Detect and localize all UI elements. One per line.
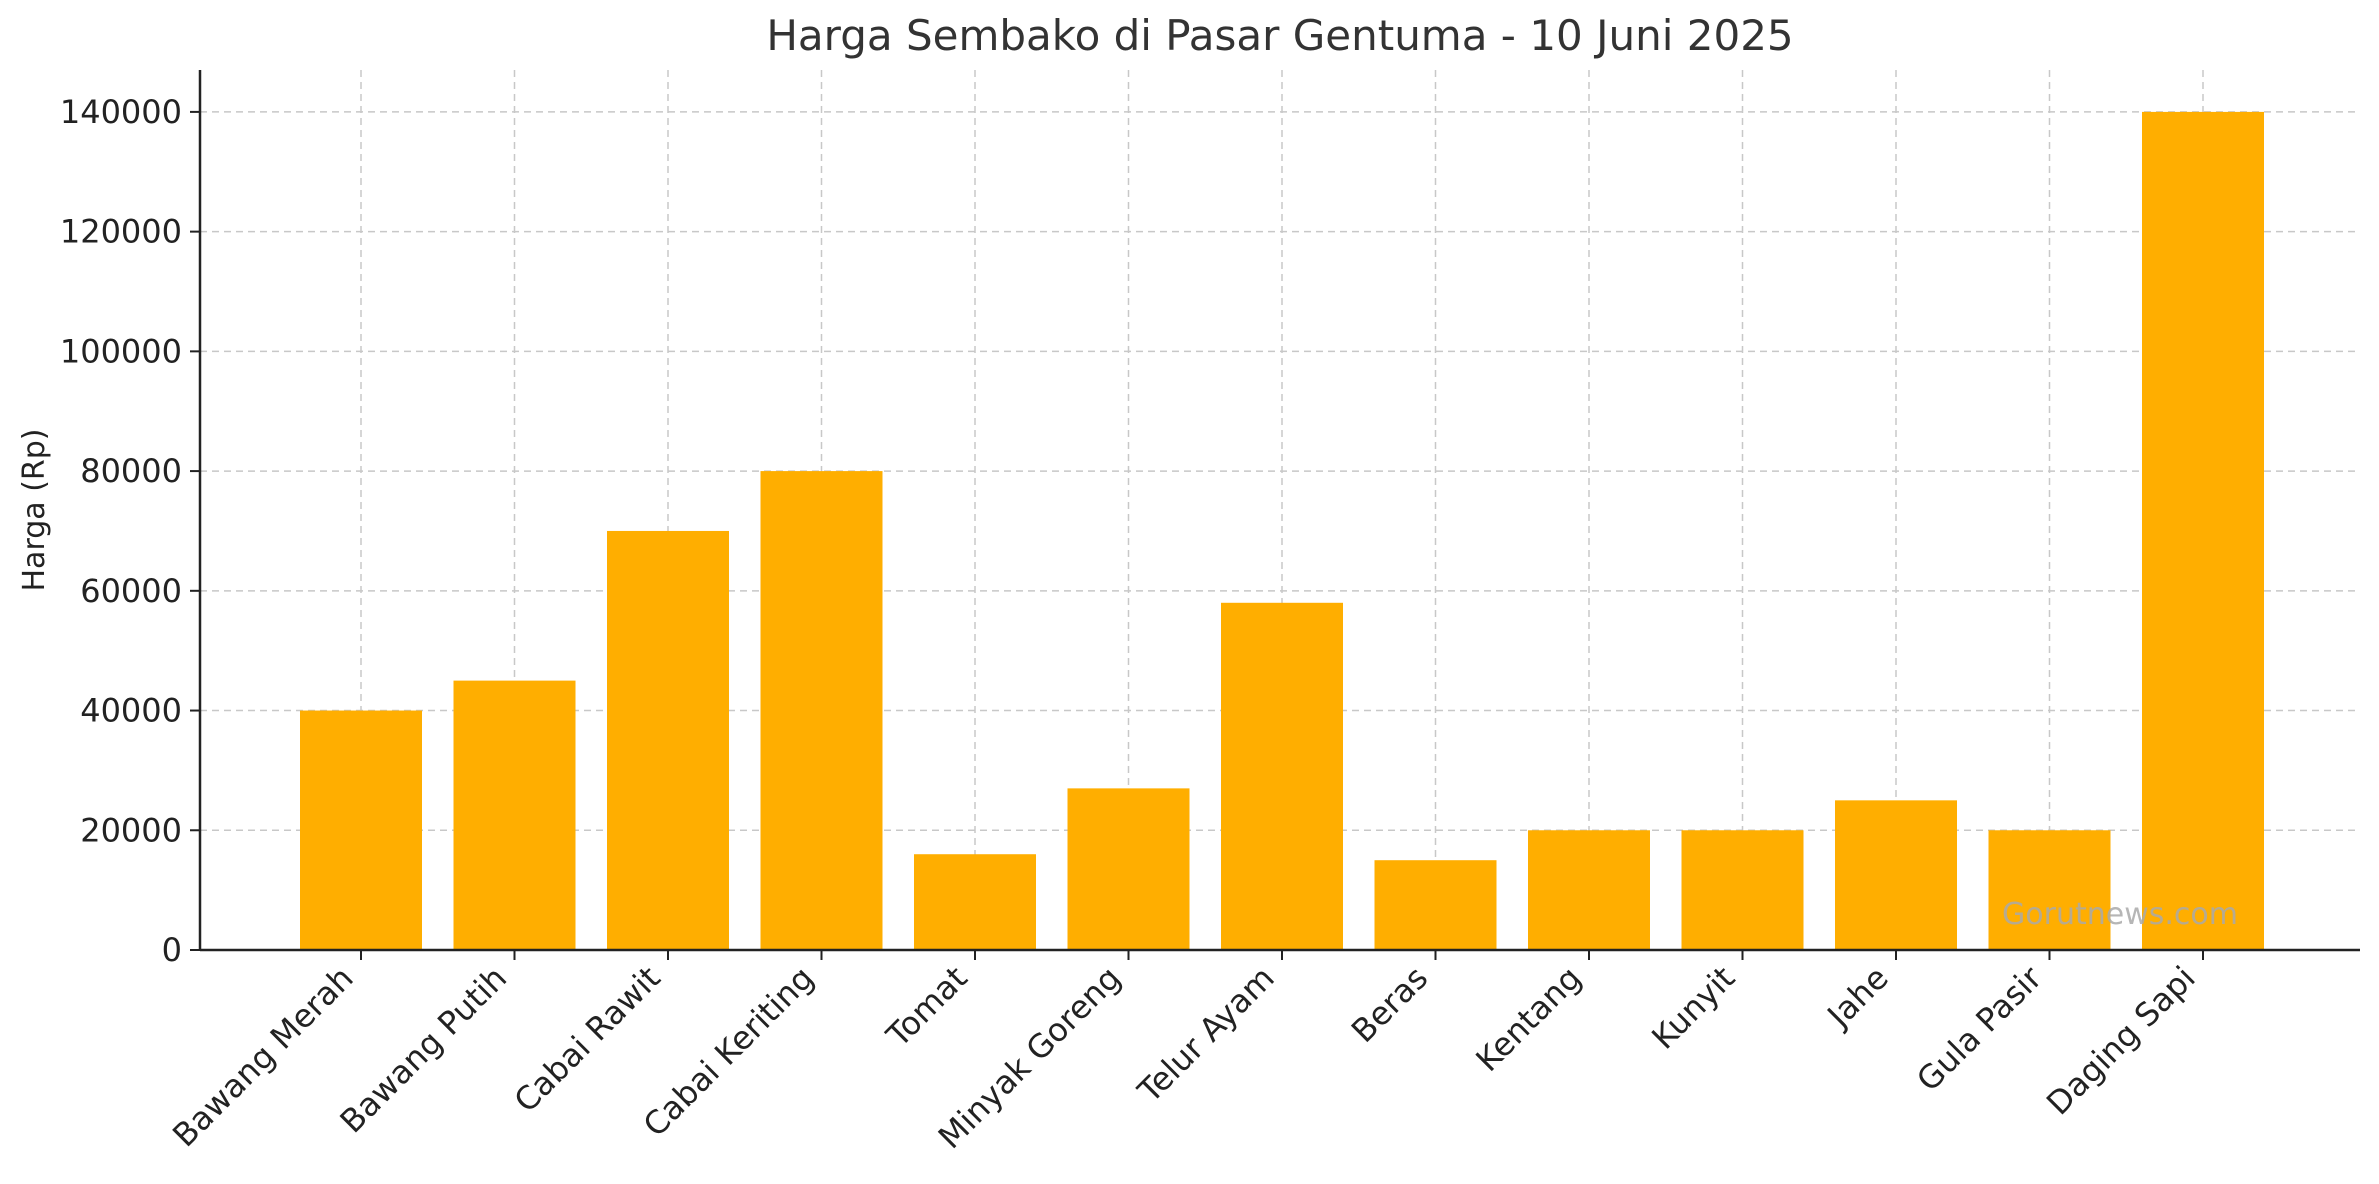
y-tick-label: 100000 [60,332,182,370]
bar [1221,602,1343,950]
y-tick-label: 60000 [80,572,182,610]
bar [1681,830,1804,950]
y-tick-label: 140000 [60,93,182,131]
chart-title: Harga Sembako di Pasar Gentuma - 10 Juni… [766,11,1793,60]
bar [1988,830,2111,950]
y-tick-label: 0 [162,931,182,969]
x-tick-label: Daging Sapi [2039,959,2203,1123]
bar [1067,788,1190,950]
y-tick-label: 120000 [60,213,182,251]
x-tick-label: Gula Pasir [1909,958,2050,1099]
x-tick-label: Jahe [1819,959,1896,1036]
bar [914,854,1036,950]
x-tick-label: Telur Ayam [1130,959,1282,1111]
watermark: Gorutnews.com [2002,897,2238,932]
y-tick-label: 20000 [80,811,182,849]
x-tick-label: Cabai Rawit [507,959,668,1120]
y-tick-label: 40000 [80,692,182,730]
bar [1528,830,1650,950]
x-tick-label: Kentang [1468,959,1588,1079]
x-tick-label: Beras [1344,959,1435,1050]
bar [2142,111,2264,950]
y-tick-label: 80000 [80,452,182,490]
bar [1835,800,1957,950]
bar [1374,860,1497,950]
y-axis-label: Harga (Rp) [17,428,52,591]
y-tick-labels: 0 20000 40000 60000 80000 100000 120000 140000 [60,93,182,969]
bar [453,680,576,950]
x-tick-label: Tomat [878,959,974,1055]
bars [300,111,2264,950]
bar [300,710,422,950]
axes [190,70,2360,960]
x-tick-label: Kunyit [1644,959,1742,1057]
x-tick-label: Bawang Merah [165,959,360,1154]
bar [760,471,883,950]
grid-lines [200,70,2360,950]
bar [607,530,729,950]
